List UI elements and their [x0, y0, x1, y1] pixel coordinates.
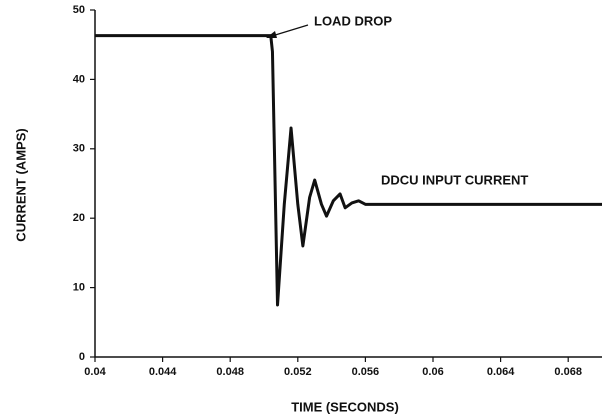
y-tick-label: 0 — [79, 351, 85, 363]
y-tick-label: 30 — [73, 143, 85, 155]
y-tick-label: 10 — [73, 282, 85, 294]
annotation: LOAD DROP — [314, 13, 392, 28]
y-tick-label: 50 — [73, 4, 85, 16]
x-tick-label: 0.052 — [284, 366, 312, 378]
x-tick-label: 0.06 — [422, 366, 443, 378]
x-tick-label: 0.048 — [216, 366, 244, 378]
x-tick-label: 0.044 — [149, 366, 177, 378]
x-tick-label: 0.04 — [84, 366, 106, 378]
y-axis-label: CURRENT (AMPS) — [13, 128, 28, 241]
x-tick-label: 0.068 — [554, 366, 582, 378]
y-tick-label: 40 — [73, 73, 85, 85]
x-tick-label: 0.064 — [487, 366, 515, 378]
x-tick-label: 0.056 — [352, 366, 380, 378]
annotation-arrow — [271, 24, 309, 37]
y-tick-label: 20 — [73, 212, 85, 224]
data-line — [95, 34, 602, 307]
x-axis-label: TIME (SECONDS) — [291, 399, 399, 414]
annotation: DDCU INPUT CURRENT — [381, 172, 528, 187]
